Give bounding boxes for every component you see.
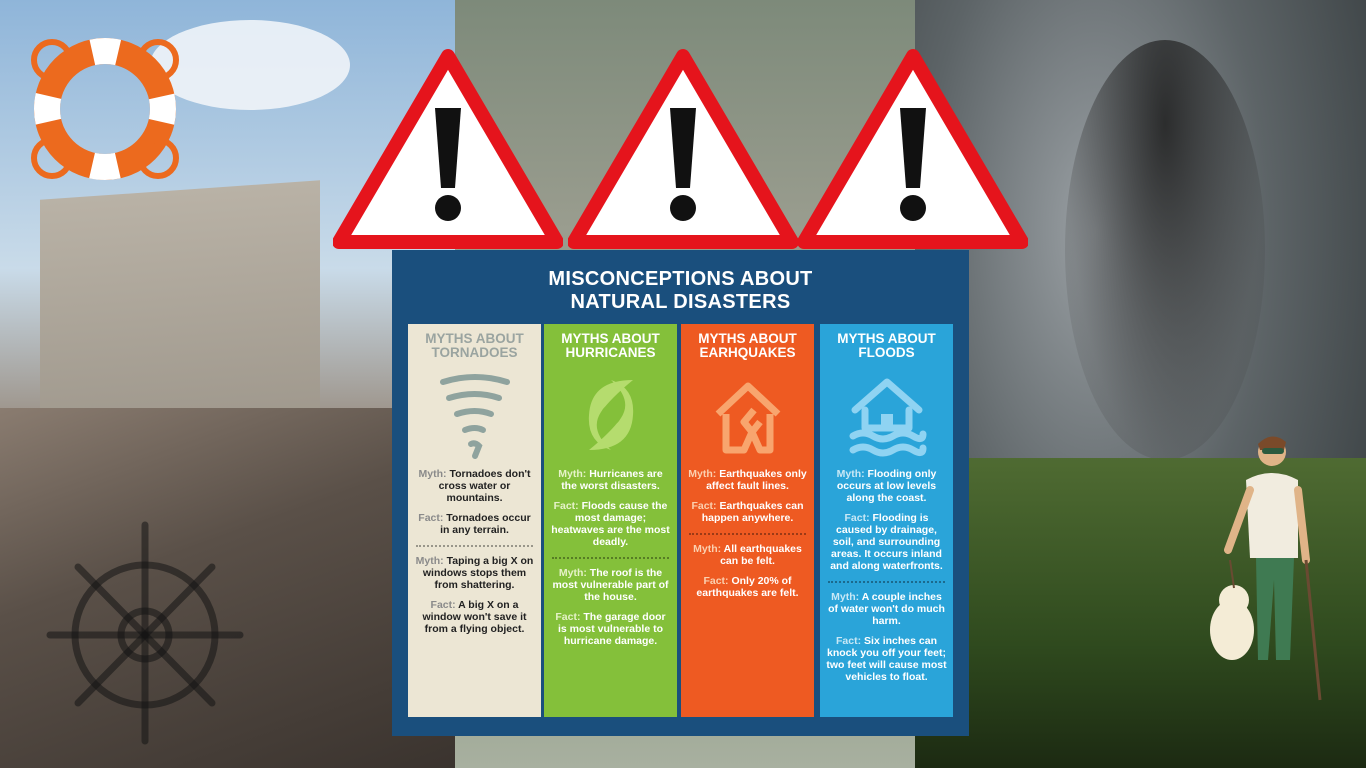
watermark-ship-wheel-icon bbox=[46, 521, 244, 745]
column-heading: MYTHS ABOUT FLOODS bbox=[820, 332, 953, 360]
tornado-icon bbox=[439, 374, 510, 459]
fact-key: Fact: bbox=[836, 635, 862, 647]
myth-text: The roof is the most vulnerable part of … bbox=[552, 567, 669, 603]
myth-key: Myth: bbox=[558, 468, 587, 480]
divider bbox=[828, 581, 945, 583]
flood-house-icon bbox=[849, 378, 926, 457]
column-heading: MYTHS ABOUT HURRICANES bbox=[544, 332, 677, 360]
fact-text: Six inches can knock you off your feet; … bbox=[826, 635, 947, 683]
tornado-funnel bbox=[1065, 40, 1265, 460]
heading-line2: HURRICANES bbox=[565, 345, 656, 360]
rubble bbox=[0, 408, 460, 768]
fact-text: Only 20% of earthquakes are felt. bbox=[696, 575, 799, 599]
lifebuoy-icon bbox=[31, 38, 179, 180]
myth-key: Myth: bbox=[418, 468, 447, 480]
myth-text: Earthquakes only affect fault lines. bbox=[706, 468, 807, 492]
myth-key: Myth: bbox=[693, 543, 722, 555]
fact-key: Fact: bbox=[555, 611, 581, 623]
fact-text: Earthquakes can happen anywhere. bbox=[701, 500, 804, 524]
myth-text: All earthquakes can be felt. bbox=[720, 543, 802, 567]
fact-text: The garage door is most vulnerable to hu… bbox=[557, 611, 666, 647]
heading-line1: MYTHS ABOUT bbox=[561, 331, 660, 346]
person-with-dog-illustration bbox=[1210, 436, 1322, 701]
divider bbox=[552, 557, 669, 559]
heading-line1: MYTHS ABOUT bbox=[698, 331, 797, 346]
column-earthquakes: MYTHS ABOUT EARHQUAKES Myth: Earthquakes… bbox=[681, 324, 814, 717]
cloud bbox=[150, 20, 350, 110]
fact-key: Fact: bbox=[691, 500, 717, 512]
poster-title-line1: MISCONCEPTIONS ABOUT bbox=[548, 268, 813, 290]
divider bbox=[416, 545, 533, 547]
poster-title: MISCONCEPTIONS ABOUT NATURAL DISASTERS bbox=[392, 268, 969, 314]
myth-key: Myth: bbox=[415, 555, 444, 567]
myth-key: Myth: bbox=[836, 468, 865, 480]
warning-sign-icon bbox=[568, 49, 798, 249]
fact-text: Flooding is caused by drainage, soil, an… bbox=[830, 512, 943, 572]
poster-title-line2: NATURAL DISASTERS bbox=[570, 291, 791, 313]
heading-line1: MYTHS ABOUT bbox=[837, 331, 936, 346]
myth-text: Hurricanes are the worst disasters. bbox=[561, 468, 663, 492]
column-hurricanes: MYTHS ABOUT HURRICANES Myth: Hurricanes … bbox=[544, 324, 677, 717]
myth-text: Flooding only occurs at low levels along… bbox=[836, 468, 937, 504]
myth-key: Myth: bbox=[688, 468, 717, 480]
warning-sign-icon bbox=[333, 49, 563, 249]
fact-text: A big X on a window won't save it from a… bbox=[422, 599, 527, 635]
heading-line2: TORNADOES bbox=[431, 345, 518, 360]
myth-key: Myth: bbox=[558, 567, 587, 579]
divider bbox=[689, 533, 806, 535]
column-heading: MYTHS ABOUT TORNADOES bbox=[408, 332, 541, 360]
myth-text: Taping a big X on windows stops them fro… bbox=[422, 555, 534, 591]
fact-key: Fact: bbox=[418, 512, 444, 524]
infographic-poster: MISCONCEPTIONS ABOUT NATURAL DISASTERS M… bbox=[392, 250, 969, 736]
fact-key: Fact: bbox=[844, 512, 870, 524]
heading-line1: MYTHS ABOUT bbox=[425, 331, 524, 346]
fact-text: Tornadoes occur in any terrain. bbox=[440, 512, 531, 536]
hurricane-icon bbox=[588, 380, 633, 450]
column-heading: MYTHS ABOUT EARHQUAKES bbox=[681, 332, 814, 360]
earthquake-house-icon bbox=[715, 382, 780, 454]
fact-key: Fact: bbox=[703, 575, 729, 587]
fact-text: Floods cause the most damage; heatwaves … bbox=[551, 500, 670, 548]
myth-key: Myth: bbox=[831, 591, 860, 603]
fact-key: Fact: bbox=[430, 599, 456, 611]
heading-line2: FLOODS bbox=[858, 345, 915, 360]
column-tornadoes: MYTHS ABOUT TORNADOES Myth: Tornadoes do… bbox=[408, 324, 541, 717]
heading-line2: EARHQUAKES bbox=[699, 345, 796, 360]
myth-text: A couple inches of water won't do much h… bbox=[828, 591, 945, 627]
fact-key: Fact: bbox=[553, 500, 579, 512]
column-floods: MYTHS ABOUT FLOODS Myth: Flooding only o… bbox=[820, 324, 953, 717]
warning-sign-icon bbox=[798, 49, 1028, 249]
myth-text: Tornadoes don't cross water or mountains… bbox=[438, 468, 531, 504]
